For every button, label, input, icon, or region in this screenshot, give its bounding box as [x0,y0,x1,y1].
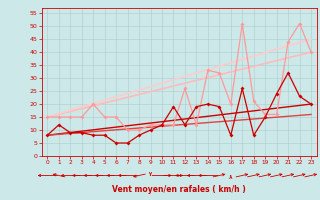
X-axis label: Vent moyen/en rafales ( km/h ): Vent moyen/en rafales ( km/h ) [112,185,246,194]
